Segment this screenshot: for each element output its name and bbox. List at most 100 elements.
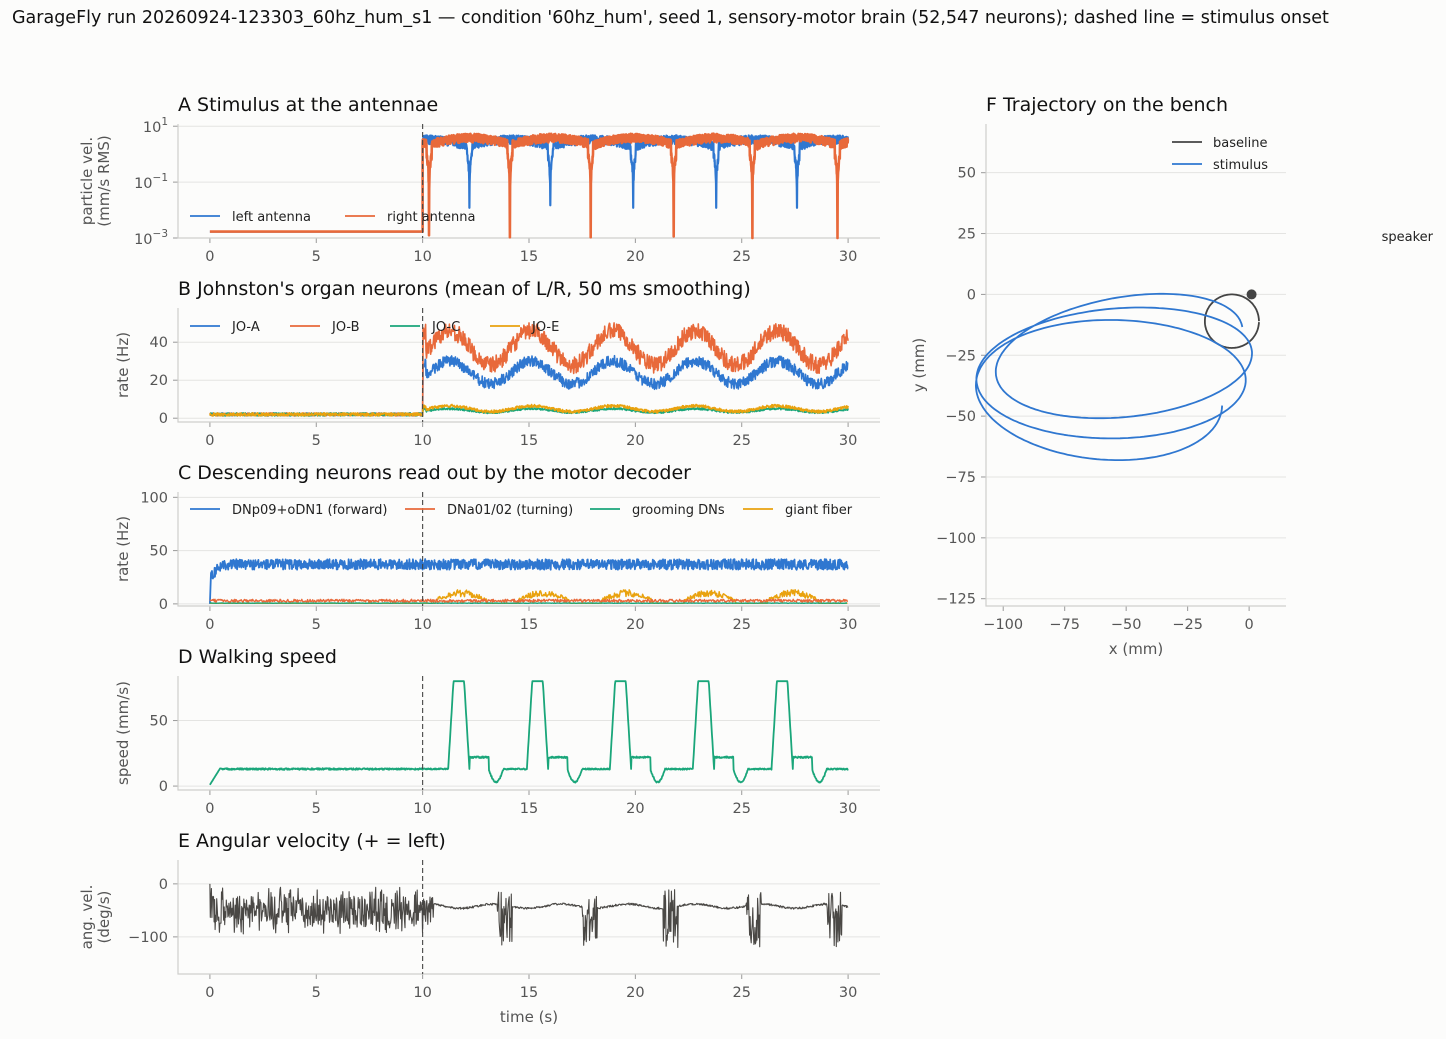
x-tick-label: 0 (205, 249, 214, 265)
legend-label: stimulus (1213, 158, 1268, 173)
axis-spine (177, 124, 880, 239)
x-tick-label: 30 (839, 617, 857, 633)
y-tick-label: 40 (150, 335, 168, 351)
x-tick-label: 25 (733, 249, 751, 265)
legend-label: grooming DNs (632, 503, 725, 518)
y-tick-label: 0 (159, 877, 168, 893)
panel-title-C: C Descending neurons read out by the mot… (178, 462, 691, 484)
y-axis-label: (deg/s) (95, 891, 113, 944)
x-tick-label: −50 (1111, 617, 1142, 633)
x-tick-label: 25 (733, 985, 751, 1001)
series-line-JO-E (209, 403, 849, 417)
x-tick-label: 10 (413, 985, 431, 1001)
axis-spine (177, 676, 880, 791)
axis-spine (177, 308, 880, 423)
panel-E: E Angular velocity (+ = left) 0 −100 0 5 10 15… (78, 830, 880, 1026)
panel-title-E: E Angular velocity (+ = left) (178, 830, 446, 852)
y-tick-label: −25 (945, 348, 976, 364)
series-line-turning (209, 598, 849, 603)
panel-title-B: B Johnston's organ neurons (mean of L/R,… (178, 278, 751, 300)
axis-spine (985, 124, 1286, 607)
y-axis-label: ang. vel. (78, 885, 96, 950)
legend-label: DNa01/02 (turning) (447, 503, 573, 518)
x-tick-label: −25 (1172, 617, 1203, 633)
y-tick-label: −100 (128, 930, 168, 946)
y-tick-label: 0 (967, 287, 976, 303)
legend-label: baseline (1213, 136, 1267, 151)
x-tick-label: 5 (312, 617, 321, 633)
y-tick-label: 100 (140, 490, 168, 506)
panel-C: C Descending neurons read out by the mot… (114, 462, 880, 633)
figure-title: GarageFly run 20260924-123303_60hz_hum_s… (12, 8, 1329, 28)
x-tick-label: 15 (520, 801, 538, 817)
x-axis-label: x (mm) (1109, 640, 1164, 658)
series-line-JO-B (209, 322, 849, 417)
y-tick-label: 101 (143, 116, 168, 136)
legend-label: JO-C (431, 320, 460, 335)
x-tick-label: 15 (520, 249, 538, 265)
x-tick-label: 25 (733, 801, 751, 817)
panel-D: D Walking speed 0 50 0 5 10 15 20 25 30 speed (mm/… (114, 646, 880, 817)
x-tick-label: −75 (1049, 617, 1080, 633)
legend-label: giant fiber (785, 503, 853, 518)
legend-label: JO-B (331, 320, 360, 335)
x-tick-label: 10 (413, 433, 431, 449)
x-tick-label: 30 (839, 985, 857, 1001)
y-tick-label: −75 (945, 470, 976, 486)
y-axis-label: particle vel. (78, 137, 96, 225)
y-tick-label: 10−1 (134, 172, 168, 192)
x-tick-label: 15 (520, 985, 538, 1001)
y-tick-label: 0 (159, 411, 168, 427)
panel-B: B Johnston's organ neurons (mean of L/R,… (114, 278, 880, 449)
y-tick-label: 20 (150, 373, 168, 389)
x-tick-label: 25 (733, 433, 751, 449)
x-tick-label: 30 (839, 249, 857, 265)
y-tick-label: −100 (936, 531, 976, 547)
series-line-baseline (1204, 293, 1260, 349)
legend-label: DNp09+oDN1 (forward) (232, 503, 388, 518)
panel-title-A: A Stimulus at the antennae (178, 94, 438, 116)
panel-A: A Stimulus at the antennae 101 10−1 10−3 0 5 1… (78, 94, 880, 265)
x-tick-label: 0 (1244, 617, 1253, 633)
axis-spine (177, 860, 880, 975)
y-tick-label: 50 (150, 544, 168, 560)
x-tick-label: 5 (312, 801, 321, 817)
x-tick-label: 15 (520, 617, 538, 633)
series-line-right-antenna (209, 132, 850, 240)
x-tick-label: 20 (626, 617, 644, 633)
x-tick-label: 30 (839, 433, 857, 449)
x-tick-label: 5 (312, 433, 321, 449)
x-tick-label: 15 (520, 433, 538, 449)
y-axis-label: (mm/s RMS) (95, 135, 113, 226)
y-tick-label: 25 (958, 227, 976, 243)
legend-label: JO-E (531, 320, 559, 335)
y-tick-label: 10−3 (134, 228, 168, 248)
series-line-forward (209, 558, 849, 604)
start-marker (1246, 289, 1257, 300)
legend-label: JO-A (231, 320, 260, 335)
x-tick-label: 30 (839, 801, 857, 817)
y-tick-label: 0 (159, 779, 168, 795)
y-axis-label: rate (Hz) (114, 332, 132, 398)
panel-title-D: D Walking speed (178, 646, 337, 668)
series-line-speed (209, 680, 849, 786)
legend-label: left antenna (232, 210, 311, 225)
x-tick-label: 5 (312, 985, 321, 1001)
panel-title-F: F Trajectory on the bench (986, 94, 1228, 116)
x-tick-label: −100 (983, 617, 1023, 633)
x-tick-label: 10 (413, 249, 431, 265)
y-tick-label: 0 (159, 597, 168, 613)
y-tick-label: 50 (150, 714, 168, 730)
x-tick-label: 20 (626, 801, 644, 817)
y-axis-label: speed (mm/s) (114, 681, 132, 785)
x-tick-label: 10 (413, 801, 431, 817)
x-tick-label: 20 (626, 249, 644, 265)
y-axis-label: y (mm) (910, 338, 928, 393)
series-line-angular (209, 883, 849, 949)
x-tick-label: 0 (205, 985, 214, 1001)
x-axis-label: time (s) (500, 1008, 558, 1026)
y-axis-label: rate (Hz) (114, 516, 132, 582)
panel-F: F Trajectory on the bench 50 25 0 −25 −50 −75 −… (910, 94, 1434, 658)
y-tick-label: −50 (945, 409, 976, 425)
